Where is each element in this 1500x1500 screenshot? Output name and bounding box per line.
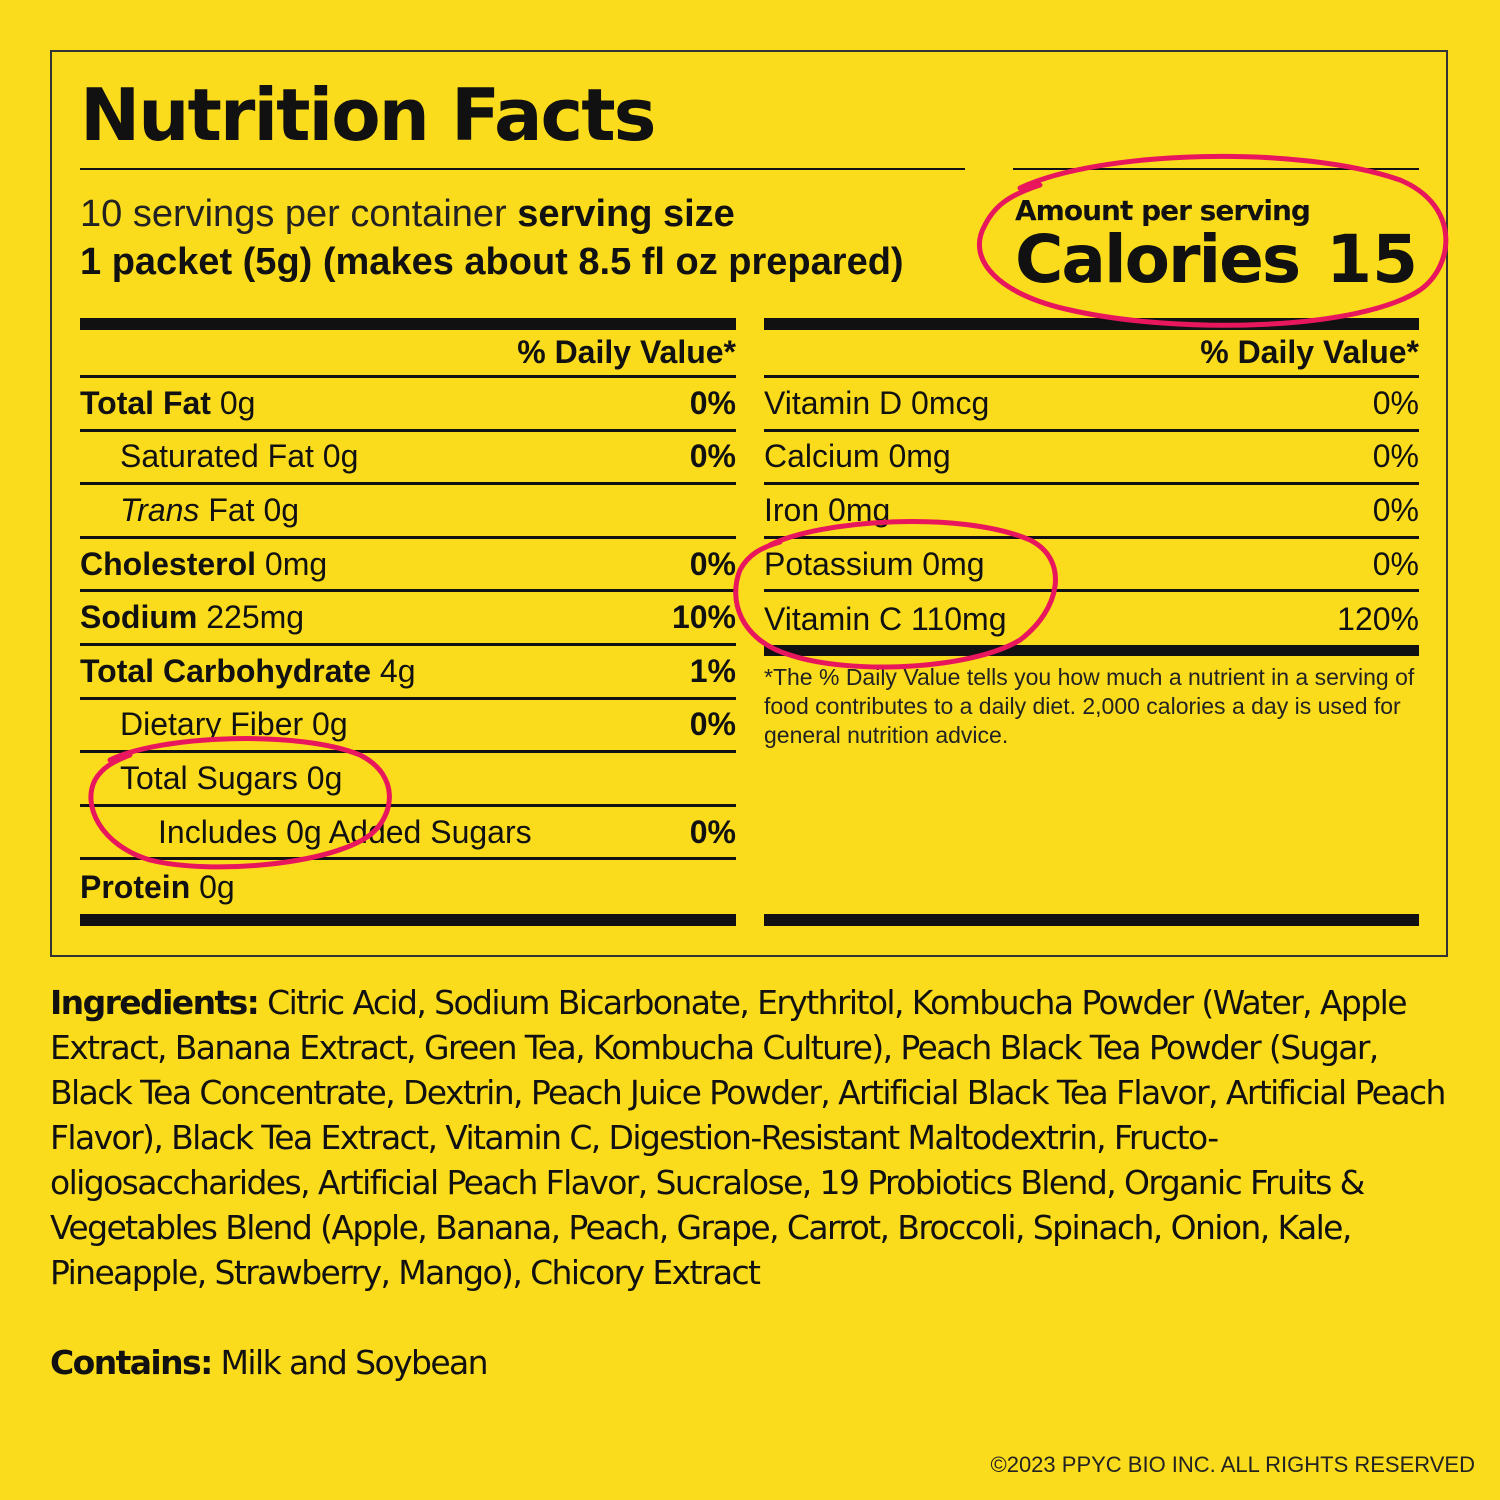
nutrient-percent: 120% bbox=[1337, 600, 1419, 637]
nutrient-name: Sodium bbox=[80, 599, 198, 636]
table-row-dietary-fiber: Dietary Fiber 0g 0% bbox=[80, 700, 736, 754]
nutrient-percent: 0% bbox=[1372, 384, 1419, 421]
calories-value: 15 bbox=[1326, 221, 1418, 298]
daily-value-footnote: *The % Daily Value tells you how much a … bbox=[764, 664, 1415, 748]
nutrient-name: Vitamin C 110mg bbox=[764, 600, 1007, 637]
left-thick-bar bbox=[80, 318, 736, 330]
table-row-trans-fat: Trans Fat 0g bbox=[80, 485, 736, 539]
nutrient-percent: 10% bbox=[671, 599, 736, 636]
table-row-iron: Iron 0mg 0% bbox=[764, 485, 1419, 539]
calories-label: Calories bbox=[1015, 221, 1301, 298]
servings-per-container: 10 servings per container bbox=[80, 193, 507, 235]
serving-size-value: 1 packet (5g) (makes about 8.5 fl oz pre… bbox=[80, 241, 904, 283]
ingredients-list: Citric Acid, Sodium Bicarbonate, Erythri… bbox=[50, 983, 1446, 1292]
nutrient-amount: 0g bbox=[219, 384, 256, 421]
table-row-sodium: Sodium 225mg 10% bbox=[80, 592, 736, 646]
nutrient-name: Total Fat bbox=[80, 384, 211, 421]
nutrient-name: Vitamin D 0mcg bbox=[764, 384, 990, 421]
nutrient-percent: 0% bbox=[689, 384, 736, 421]
table-row-protein: Protein 0g bbox=[80, 860, 736, 914]
nutrient-amount: 0mg bbox=[264, 545, 328, 582]
nutrient-name: Includes 0g Added Sugars bbox=[158, 813, 532, 850]
nutrient-name: Cholesterol bbox=[80, 545, 257, 582]
ingredients-label: Ingredients: bbox=[50, 983, 260, 1022]
nutrient-percent: 1% bbox=[689, 652, 736, 689]
nutrient-name: Dietary Fiber bbox=[120, 706, 304, 743]
nutrient-name: Potassium 0mg bbox=[764, 545, 985, 582]
ingredients-text: Ingredients: Citric Acid, Sodium Bicarbo… bbox=[50, 980, 1460, 1295]
nutrient-percent: 0% bbox=[689, 706, 736, 743]
allergen-contains: Contains: Milk and Soybean bbox=[50, 1340, 489, 1385]
nutrition-panel bbox=[50, 50, 1448, 957]
nutrient-name: Protein bbox=[80, 868, 191, 905]
nutrient-amount: 0g bbox=[312, 706, 348, 743]
left-bottom-bar bbox=[80, 914, 736, 926]
daily-value-header: % Daily Value* bbox=[764, 330, 1419, 378]
nutrient-name: Total Sugars bbox=[120, 759, 298, 796]
title-divider bbox=[80, 168, 965, 170]
table-row-vitamin-d: Vitamin D 0mcg 0% bbox=[764, 378, 1419, 432]
nutrient-percent: 0% bbox=[1372, 545, 1419, 582]
nutrient-amount: 0g bbox=[322, 438, 359, 475]
table-row-saturated-fat: Saturated Fat 0g 0% bbox=[80, 432, 736, 486]
contains-label: Contains: bbox=[50, 1343, 213, 1382]
copyright-notice: ©2023 PPYC BIO INC. ALL RIGHTS RESERVED bbox=[990, 1452, 1476, 1477]
nutrient-amount: 0g bbox=[306, 759, 343, 796]
table-row-vitamin-c: Vitamin C 110mg 120% bbox=[764, 592, 1419, 646]
serving-size-label: serving size bbox=[517, 193, 735, 235]
left-nutrient-table: % Daily Value* Total Fat 0g 0% Saturated… bbox=[80, 330, 736, 914]
nutrient-percent: 0% bbox=[689, 813, 736, 850]
nutrient-percent: 0% bbox=[1372, 491, 1419, 528]
contains-list: Milk and Soybean bbox=[211, 1343, 489, 1382]
nutrient-name: Saturated Fat bbox=[120, 438, 314, 475]
nutrient-amount: Fat 0g bbox=[199, 491, 300, 528]
vitamin-table-bottom-bar bbox=[764, 645, 1419, 656]
nutrient-name: Total Carbohydrate bbox=[80, 652, 371, 689]
table-row-cholesterol: Cholesterol 0mg 0% bbox=[80, 539, 736, 593]
nutrition-facts-title: Nutrition Facts bbox=[80, 73, 657, 157]
serving-info: 10 servings per container serving size 1… bbox=[80, 190, 980, 286]
table-row-calcium: Calcium 0mg 0% bbox=[764, 432, 1419, 486]
right-nutrient-table: % Daily Value* Vitamin D 0mcg 0% Calcium… bbox=[764, 330, 1419, 646]
table-row-total-sugars: Total Sugars 0g bbox=[80, 753, 736, 807]
nutrient-name: Calcium 0mg bbox=[764, 438, 951, 475]
nutrient-name: Trans bbox=[120, 491, 200, 528]
right-bottom-bar bbox=[764, 914, 1419, 926]
calories-top-divider bbox=[1013, 168, 1419, 170]
daily-value-header: % Daily Value* bbox=[80, 330, 736, 378]
nutrient-percent: 0% bbox=[689, 438, 736, 475]
nutrient-percent: 0% bbox=[689, 545, 736, 582]
table-row-added-sugars: Includes 0g Added Sugars 0% bbox=[80, 807, 736, 861]
table-row-potassium: Potassium 0mg 0% bbox=[764, 539, 1419, 593]
nutrient-amount: 225mg bbox=[206, 599, 305, 636]
table-row-total-carbohydrate: Total Carbohydrate 4g 1% bbox=[80, 646, 736, 700]
nutrient-name: Iron 0mg bbox=[764, 491, 891, 528]
table-row-total-fat: Total Fat 0g 0% bbox=[80, 378, 736, 432]
right-thick-bar bbox=[764, 318, 1419, 330]
nutrient-amount: 0g bbox=[199, 868, 235, 905]
nutrient-amount: 4g bbox=[379, 652, 416, 689]
nutrient-percent: 0% bbox=[1372, 438, 1419, 475]
